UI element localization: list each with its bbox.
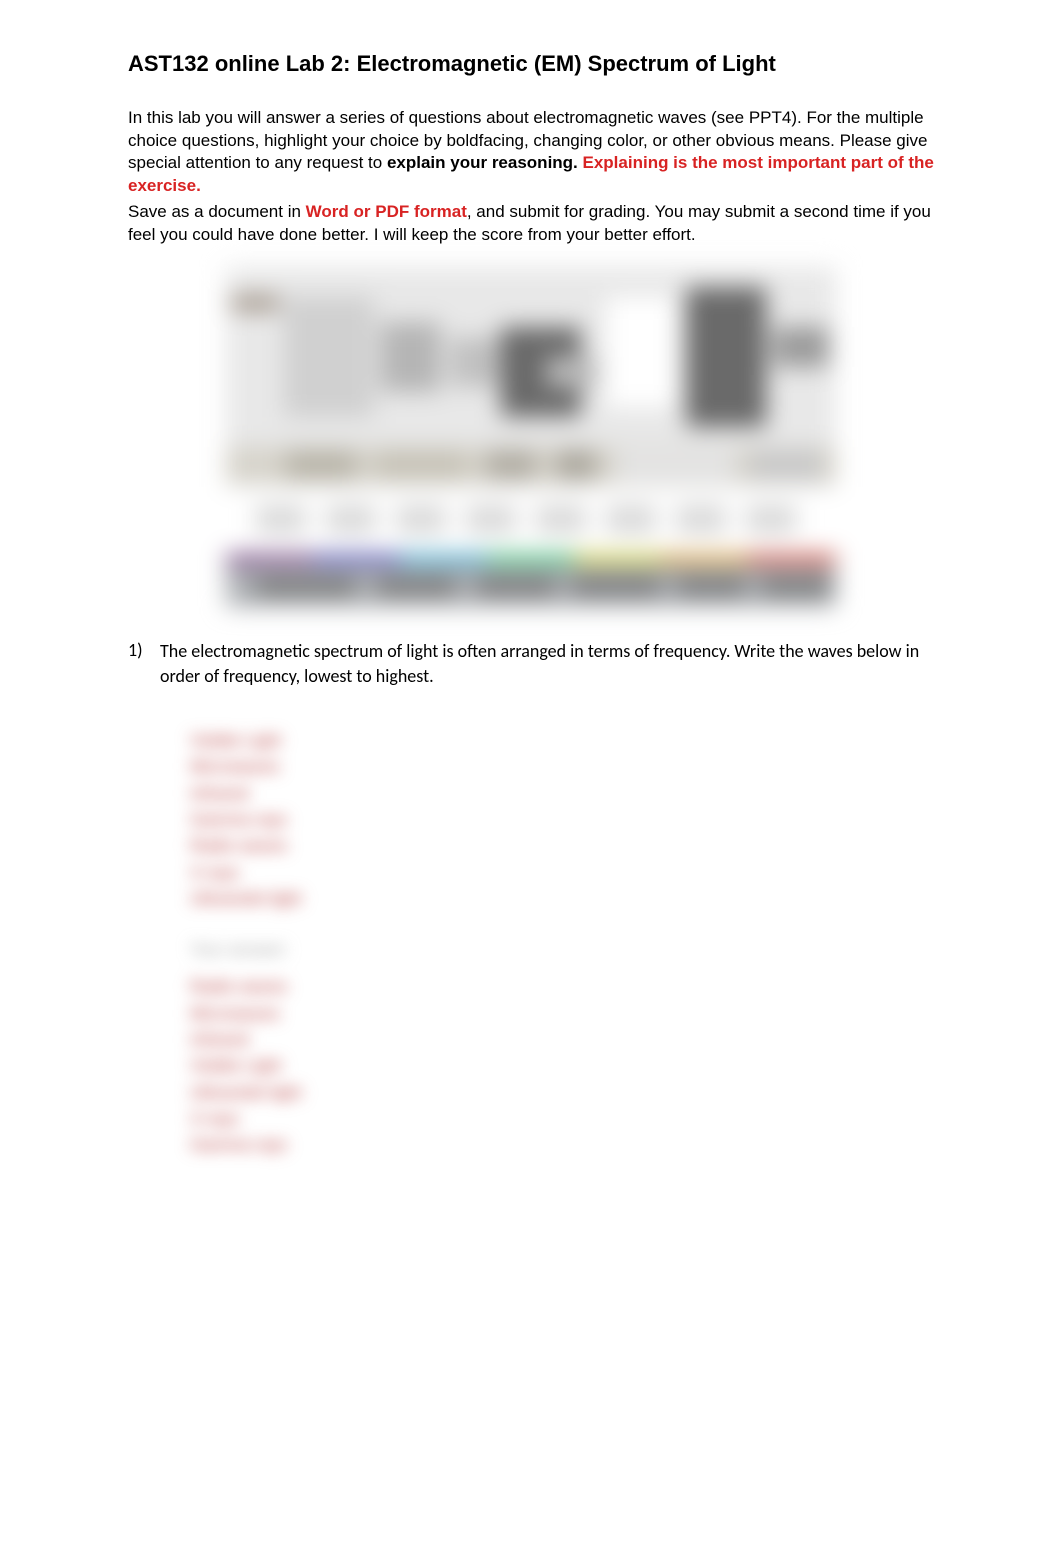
ordered-item: Infrared (190, 1027, 934, 1053)
intro2-red: Word or PDF format (306, 202, 467, 221)
ordered-item: Microwaves (190, 1001, 934, 1027)
question-number: 1) (128, 639, 160, 661)
given-item: Visible Light (190, 728, 934, 754)
ordered-item: Visible Light (190, 1053, 934, 1079)
given-item: Gamma rays (190, 807, 934, 833)
ordered-item: Radio waves (190, 974, 934, 1000)
given-item: X-rays (190, 860, 934, 886)
intro-bold: explain your reasoning. (387, 153, 578, 172)
answer-block: Visible Light Microwaves Infrared Gamma … (190, 728, 934, 1159)
given-item: Microwaves (190, 754, 934, 780)
page-title: AST132 online Lab 2: Electromagnetic (EM… (128, 50, 934, 79)
em-spectrum-diagram (226, 267, 836, 607)
ordered-item: Ultraviolet light (190, 1080, 934, 1106)
intro-paragraph-1: In this lab you will answer a series of … (128, 107, 934, 199)
intro-paragraph-2: Save as a document in Word or PDF format… (128, 201, 934, 247)
intro2-text1: Save as a document in (128, 202, 306, 221)
your-answer-label: Your answer: (190, 940, 934, 960)
ordered-item: Gamma rays (190, 1132, 934, 1158)
given-item: Ultraviolet light (190, 886, 934, 912)
given-item: Radio waves (190, 833, 934, 859)
given-item: Infrared (190, 781, 934, 807)
question-text: The electromagnetic spectrum of light is… (160, 639, 934, 688)
question-1: 1) The electromagnetic spectrum of light… (128, 639, 934, 688)
ordered-item: X-rays (190, 1106, 934, 1132)
